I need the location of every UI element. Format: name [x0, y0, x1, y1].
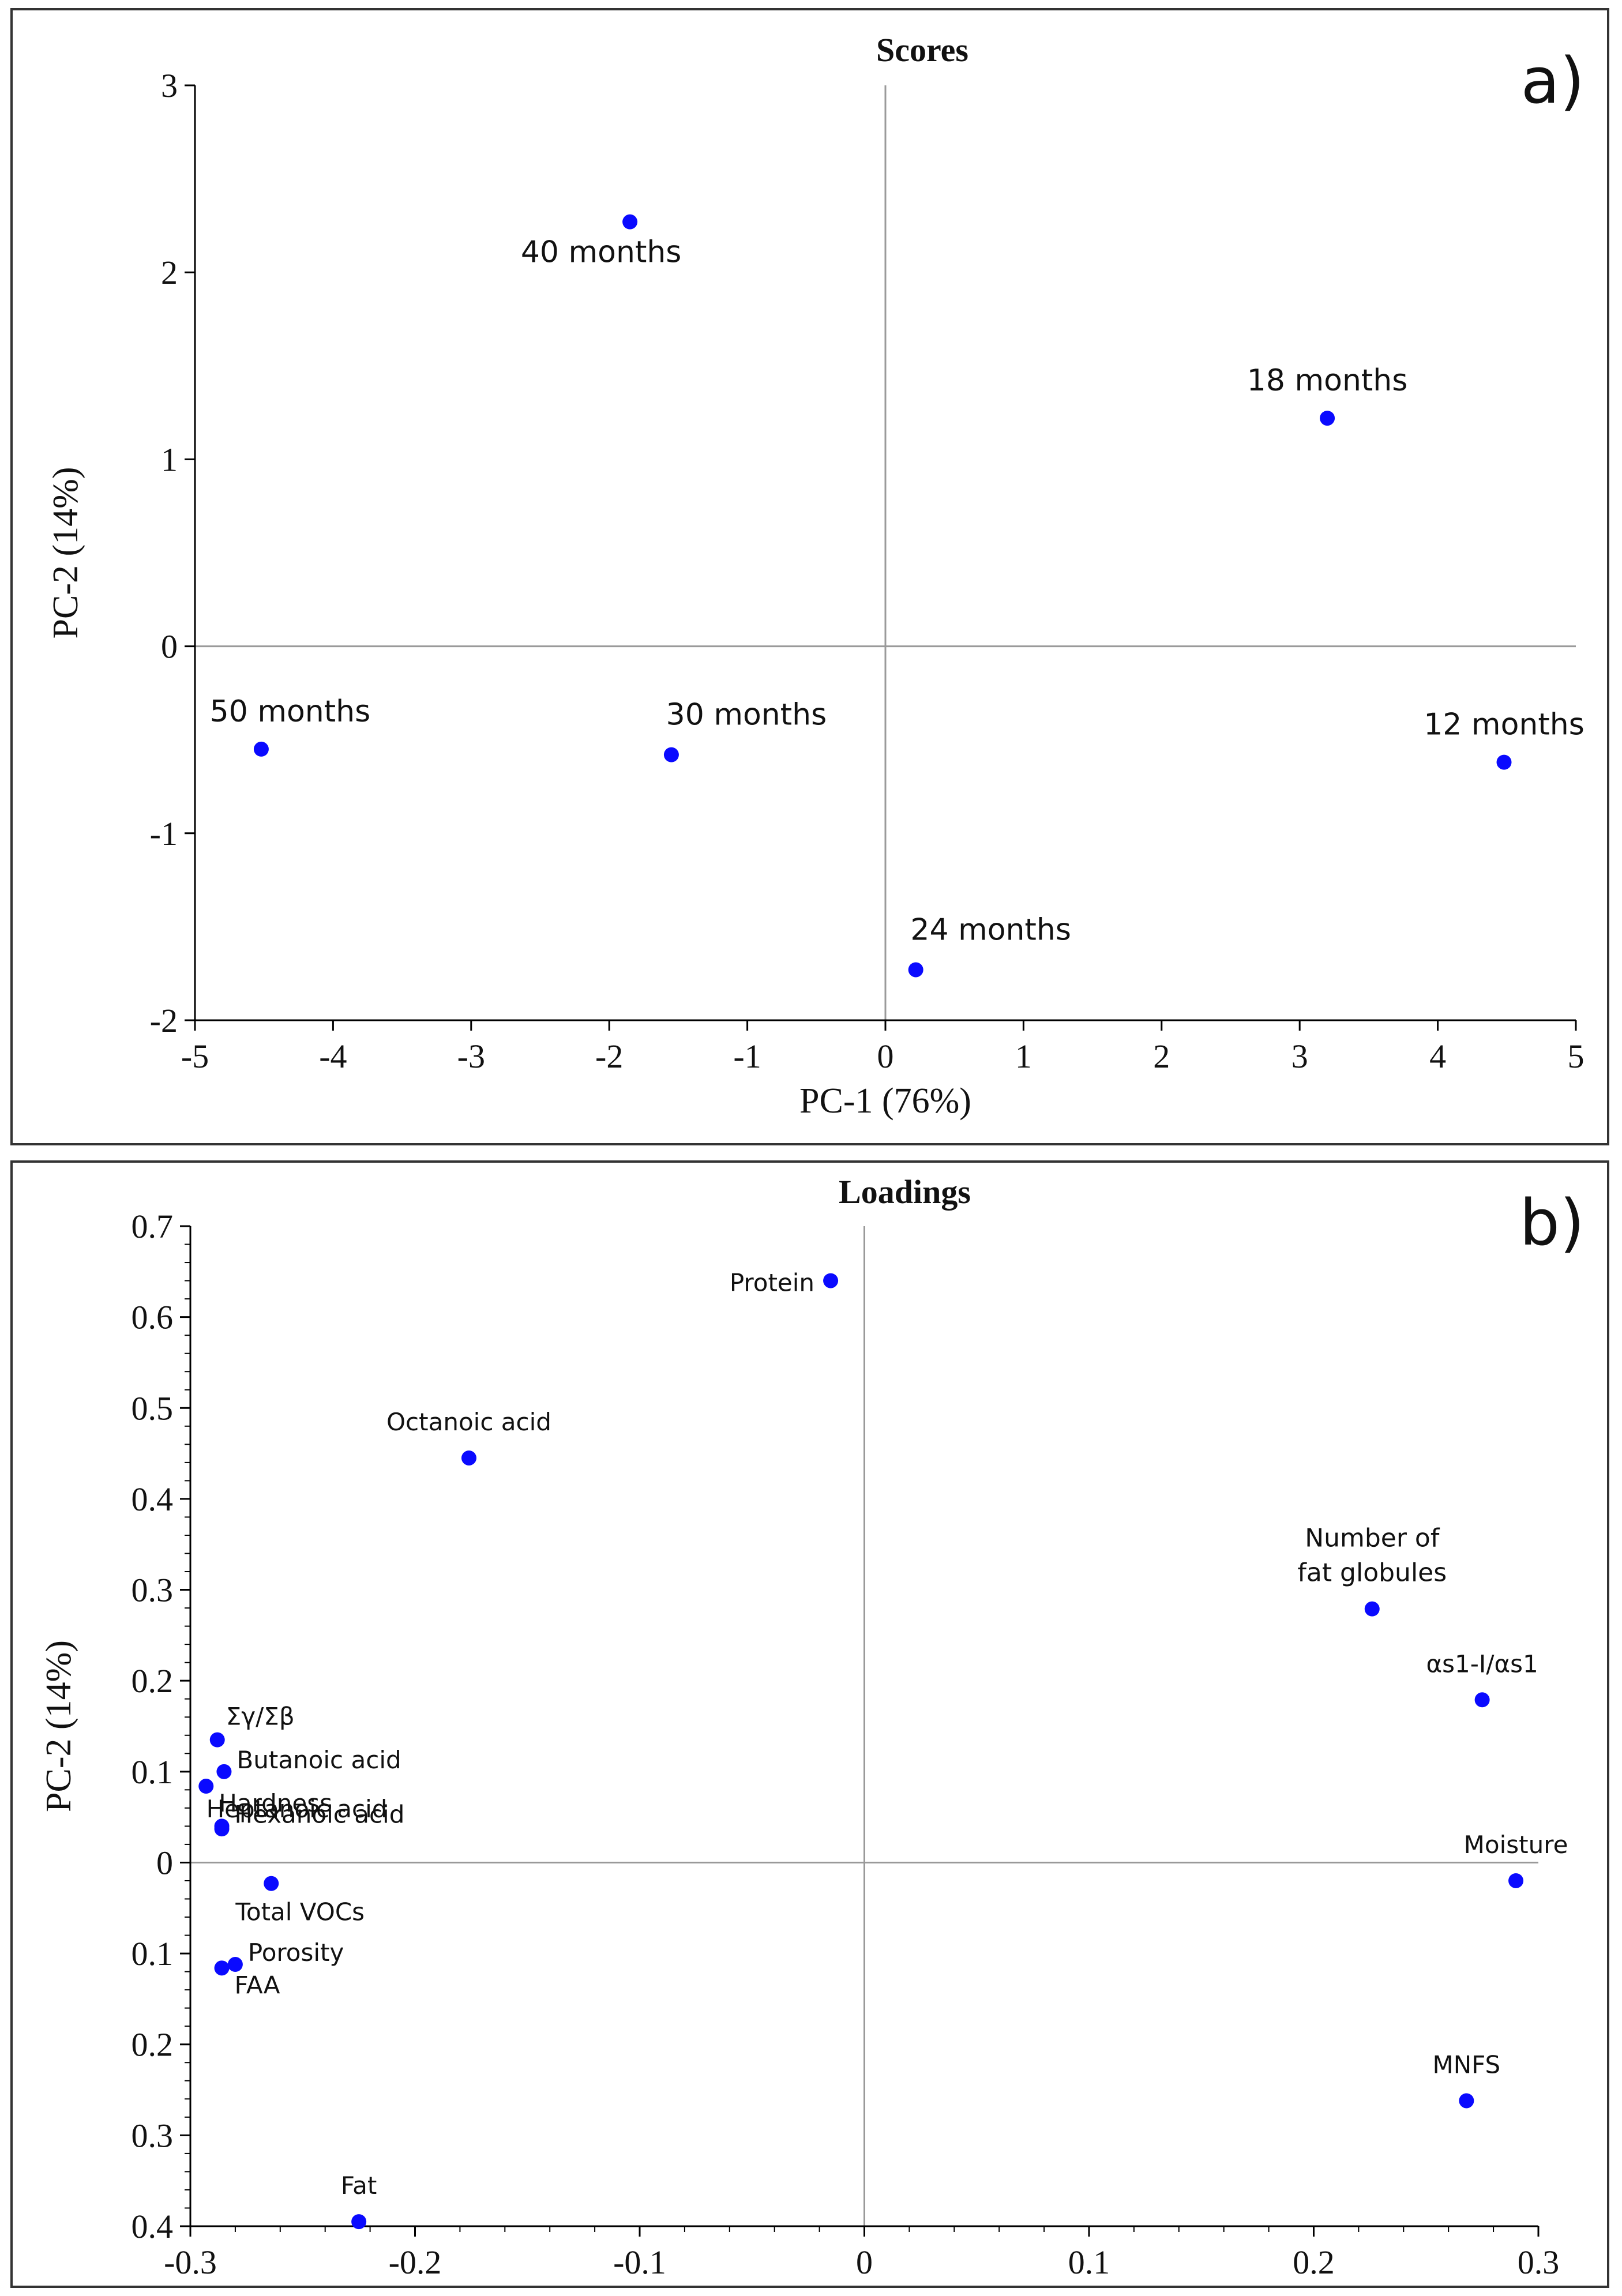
point-label: 18 months: [1247, 363, 1408, 398]
point-label: 24 months: [910, 912, 1071, 947]
point-label: Hexanoic acid: [235, 1800, 405, 1828]
y-tick-label: 0.6: [132, 1299, 174, 1336]
y-axis-title: PC-2 (14%): [46, 467, 85, 639]
point-label: 40 months: [521, 235, 682, 270]
x-tick-label: 2: [1153, 1038, 1170, 1075]
x-tick-label: -4: [319, 1038, 347, 1075]
chart-title: Loadings: [839, 1173, 971, 1211]
point-label: αs1-I/αs1: [1426, 1649, 1538, 1678]
x-tick-label: -0.2: [389, 2244, 442, 2281]
data-point: [351, 2214, 367, 2230]
point-label: 30 months: [666, 698, 827, 732]
x-tick-label: 0.3: [1518, 2244, 1560, 2281]
x-axis-title: PC-1 (76%): [799, 1081, 971, 1121]
point-label: Hardness: [219, 1789, 332, 1817]
y-tick-label: 0.4: [132, 1480, 174, 1518]
y-tick-label: 0.2: [132, 1662, 174, 1700]
x-tick-label: -0.3: [164, 2244, 217, 2281]
y-tick-label: 0.3: [132, 1572, 174, 1609]
data-point: [216, 1764, 232, 1779]
y-tick-label: 3: [161, 67, 178, 104]
y-tick-label: 0.7: [132, 1208, 174, 1245]
x-tick-label: -1: [733, 1038, 761, 1075]
y-tick-label: 1: [161, 441, 178, 478]
point-label: fat globules: [1297, 1558, 1447, 1588]
y-tick-label: 0.1: [132, 1935, 174, 1972]
data-point: [908, 962, 923, 978]
data-point: [1320, 411, 1335, 426]
chart-title: Scores: [876, 31, 968, 69]
x-tick-label: -0.1: [613, 2244, 666, 2281]
point-label: Heptanoic acid: [206, 1795, 388, 1823]
point-label: Number of: [1305, 1524, 1440, 1553]
point-label: Octanoic acid: [386, 1408, 551, 1436]
data-point: [214, 1960, 230, 1976]
data-point: [461, 1450, 476, 1465]
x-tick-label: 1: [1015, 1038, 1032, 1075]
point-label: Protein: [730, 1269, 814, 1297]
y-tick-label: 0.4: [132, 2208, 174, 2245]
y-axis-title: PC-2 (14%): [39, 1640, 78, 1812]
y-tick-label: -2: [150, 1002, 178, 1039]
data-point: [1459, 2093, 1474, 2109]
panel-letter: a): [1521, 44, 1585, 118]
point-label: Butanoic acid: [236, 1746, 401, 1774]
loadings-chart: -0.3 -0.2 -0.1 0 0.1 0.2 0.3 0.7 0.6 0.5 0.4 0.3 0.2…: [39, 1173, 1585, 2281]
data-point: [1508, 1873, 1524, 1888]
point-label: 50 months: [210, 694, 371, 729]
data-point: [622, 214, 638, 230]
point-label: Total VOCs: [235, 1898, 365, 1926]
data-point: [1364, 1601, 1380, 1617]
y-tick-label: 0.5: [132, 1389, 174, 1427]
x-tick-label: 4: [1429, 1038, 1446, 1075]
x-tick-label: -5: [181, 1038, 209, 1075]
x-tick-label: 0: [856, 2244, 873, 2281]
scores-chart: -5 -4 -3 -2 -1 0 1 2 3 4 5 3 2 1 0 -1 -2 Scores a) PC-1 (76…: [46, 31, 1585, 1121]
data-point: [253, 741, 269, 757]
y-tick-label: 0.2: [132, 2026, 174, 2064]
y-tick-label: 0: [156, 1844, 173, 1881]
data-point: [663, 747, 679, 762]
panel-letter: b): [1519, 1186, 1585, 1260]
data-point: [209, 1732, 225, 1748]
data-point: [198, 1779, 214, 1794]
data-point: [823, 1273, 839, 1288]
point-label: Fat: [341, 2171, 377, 2200]
data-point: [264, 1876, 279, 1891]
y-tick-label: 2: [161, 254, 178, 291]
scores-panel: -5 -4 -3 -2 -1 0 1 2 3 4 5 3 2 1 0 -1 -2 Scores a) PC-1 (76…: [10, 8, 1609, 1145]
x-tick-label: -3: [457, 1038, 485, 1075]
point-label: FAA: [235, 1971, 280, 1999]
data-point: [1474, 1692, 1490, 1708]
point-label: 12 months: [1424, 708, 1585, 742]
y-tick-label: -1: [150, 815, 178, 852]
loadings-panel: -0.3 -0.2 -0.1 0 0.1 0.2 0.3 0.7 0.6 0.5 0.4 0.3 0.2…: [10, 1160, 1609, 2288]
x-tick-label: 3: [1291, 1038, 1308, 1075]
x-tick-label: 0: [877, 1038, 894, 1075]
x-tick-label: -2: [595, 1038, 623, 1075]
x-tick-label: 5: [1568, 1038, 1585, 1075]
y-tick-label: 0.3: [132, 2117, 174, 2154]
x-tick-label: 0.1: [1068, 2244, 1110, 2281]
y-tick-label: 0: [161, 628, 178, 666]
point-label: MNFS: [1432, 2050, 1500, 2079]
data-point: [227, 1957, 243, 1972]
data-point: [214, 1821, 230, 1837]
point-label: Σγ/Σβ: [226, 1703, 295, 1731]
y-tick-label: 0.1: [132, 1753, 174, 1791]
point-label: Porosity: [248, 1938, 344, 1967]
x-tick-label: 0.2: [1293, 2244, 1335, 2281]
point-label: Moisture: [1464, 1831, 1568, 1859]
data-point: [1496, 754, 1512, 770]
